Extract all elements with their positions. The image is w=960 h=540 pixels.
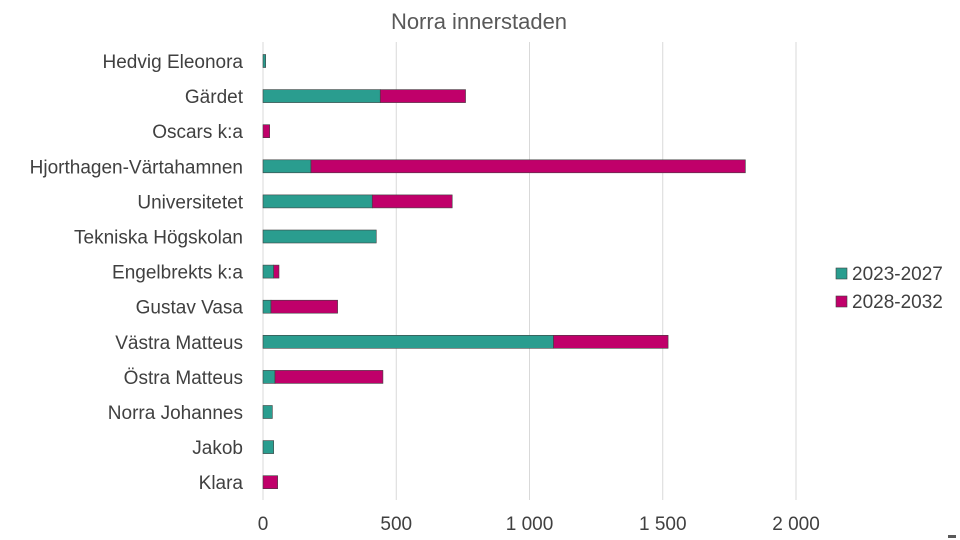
bar-2023-2027 bbox=[262, 370, 276, 384]
bar-2028-2032 bbox=[553, 334, 669, 349]
legend-swatch bbox=[835, 295, 848, 308]
x-tick-label: 1 000 bbox=[506, 514, 554, 535]
bar-2023-2027 bbox=[262, 159, 312, 174]
bar-2028-2032 bbox=[273, 264, 280, 279]
gridlines bbox=[262, 42, 797, 500]
x-tick-label: 0 bbox=[258, 514, 269, 535]
bar-2023-2027 bbox=[262, 54, 266, 68]
category-labels: Hedvig Eleonora Gärdet Oscars k:a Hjorthage… bbox=[30, 52, 244, 494]
category-label: Engelbrekts k:a bbox=[112, 263, 243, 284]
legend-label: 2023-2027 bbox=[852, 264, 943, 285]
category-label: Universitetet bbox=[137, 192, 243, 213]
bar-2023-2027 bbox=[262, 229, 377, 244]
x-tick-label: 2 000 bbox=[772, 514, 820, 535]
category-label: Östra Matteus bbox=[124, 368, 243, 389]
bar-2028-2032 bbox=[379, 89, 466, 103]
category-label: Hedvig Eleonora bbox=[103, 52, 244, 73]
category-label: Klara bbox=[199, 473, 244, 494]
category-label: Hjorthagen-Värtahamnen bbox=[30, 157, 243, 178]
bar-2028-2032 bbox=[310, 159, 746, 174]
category-label: Norra Johannes bbox=[108, 403, 243, 424]
category-label: Oscars k:a bbox=[152, 122, 243, 143]
x-tick-label: 1 500 bbox=[639, 514, 687, 535]
bar-2023-2027 bbox=[262, 264, 274, 279]
bars bbox=[262, 54, 746, 490]
legend-swatch bbox=[835, 267, 848, 280]
x-tick-label: 500 bbox=[380, 514, 412, 535]
bar-2023-2027 bbox=[262, 405, 273, 419]
bar-2028-2032 bbox=[262, 475, 278, 490]
corner-mark bbox=[948, 535, 956, 538]
bar-2028-2032 bbox=[274, 370, 384, 384]
bar-2028-2032 bbox=[270, 299, 338, 314]
bar-2028-2032 bbox=[371, 194, 453, 209]
category-label: Gustav Vasa bbox=[136, 298, 244, 319]
chart-title: Norra innerstaden bbox=[391, 9, 567, 34]
bar-2023-2027 bbox=[262, 440, 274, 454]
legend-label: 2028-2032 bbox=[852, 292, 943, 313]
bar-2023-2027 bbox=[262, 299, 272, 314]
x-axis-tick-labels: 0 500 1 000 1 500 2 000 bbox=[258, 514, 820, 535]
category-label: Gärdet bbox=[185, 87, 244, 108]
bar-2023-2027 bbox=[262, 194, 373, 209]
legend: 2023-2027 2028-2032 bbox=[835, 264, 943, 313]
category-label: Jakob bbox=[192, 438, 243, 459]
bar-2023-2027 bbox=[262, 89, 381, 103]
category-label: Tekniska Högskolan bbox=[74, 228, 243, 249]
bar-2028-2032 bbox=[262, 124, 270, 138]
category-label: Västra Matteus bbox=[115, 333, 243, 354]
bar-2023-2027 bbox=[262, 334, 554, 349]
